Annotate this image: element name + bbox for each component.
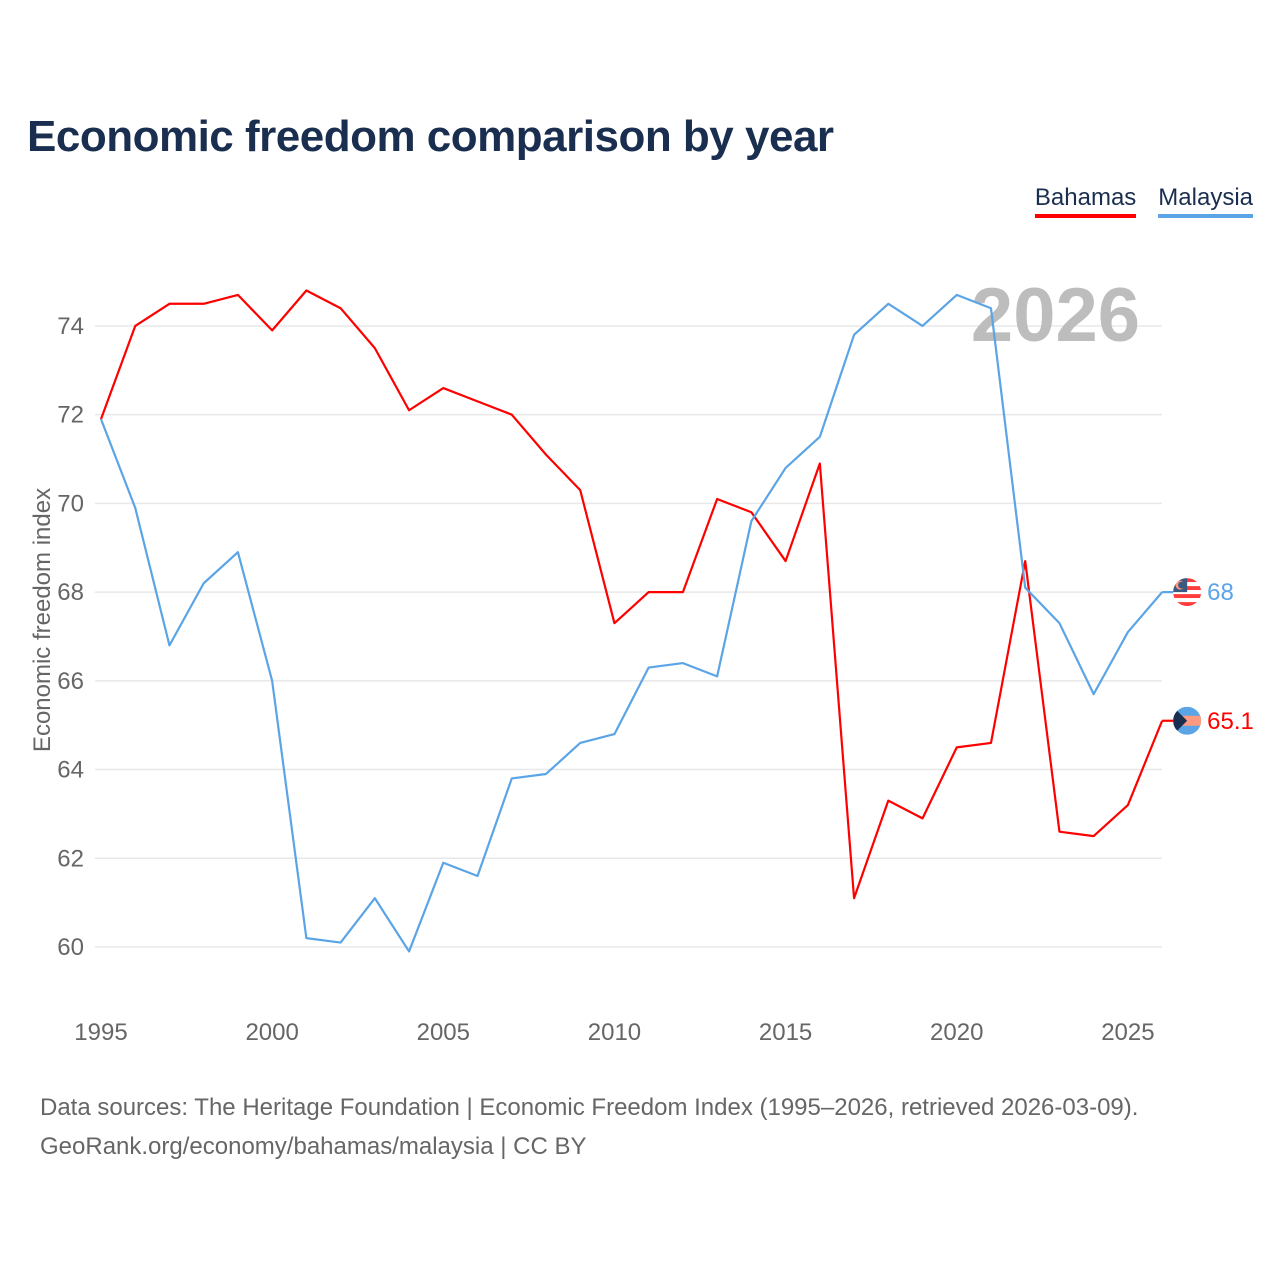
flag-stripe: [1173, 594, 1202, 599]
year-watermark: 2026: [971, 273, 1140, 358]
y-tick-label: 68: [57, 579, 84, 606]
x-tick-label: 1995: [74, 1019, 127, 1046]
end-value-label: 65.1: [1207, 708, 1254, 735]
flag-stripe: [1173, 598, 1202, 603]
y-tick-label: 62: [57, 845, 84, 872]
flag-crescent-cut: [1178, 581, 1186, 589]
legend: Bahamas Malaysia: [1034, 184, 1253, 218]
y-tick-label: 64: [57, 757, 84, 784]
bahamas-flag-icon: [1173, 706, 1202, 735]
flag-triangle: [1173, 706, 1188, 735]
x-tick-label: 2015: [759, 1019, 812, 1046]
x-tick-label: 2010: [588, 1019, 641, 1046]
flag-body: [1173, 706, 1202, 735]
y-tick-label: 66: [57, 668, 84, 695]
y-tick-label: 74: [57, 313, 84, 340]
credit-line[interactable]: GeoRank.org/economy/bahamas/malaysia | C…: [40, 1133, 587, 1160]
y-tick-label: 60: [57, 934, 84, 961]
chart-title: Economic freedom comparison by year: [27, 112, 834, 161]
series-line-bahamas: [99, 289, 1164, 900]
flag-stripe: [1173, 602, 1202, 607]
source-line: Data sources: The Heritage Foundation | …: [40, 1094, 1139, 1121]
y-tick-label: 70: [57, 490, 84, 517]
series-line-malaysia: [99, 293, 1163, 953]
flag-body: [1173, 578, 1202, 607]
y-axis-label: Economic freedom index: [29, 488, 56, 752]
y-tick-label: 72: [57, 402, 84, 429]
malaysia-flag-icon: [1173, 578, 1202, 607]
x-tick-label: 2025: [1101, 1019, 1154, 1046]
x-tick-label: 2005: [417, 1019, 470, 1046]
source-note: Data sources: The Heritage Foundation | …: [40, 1088, 1138, 1166]
legend-item-bahamas[interactable]: Bahamas: [1034, 184, 1137, 218]
x-tick-label: 2020: [930, 1019, 983, 1046]
x-tick-label: 2000: [245, 1019, 298, 1046]
end-value-label: 68: [1207, 579, 1234, 606]
legend-item-malaysia[interactable]: Malaysia: [1158, 184, 1253, 218]
